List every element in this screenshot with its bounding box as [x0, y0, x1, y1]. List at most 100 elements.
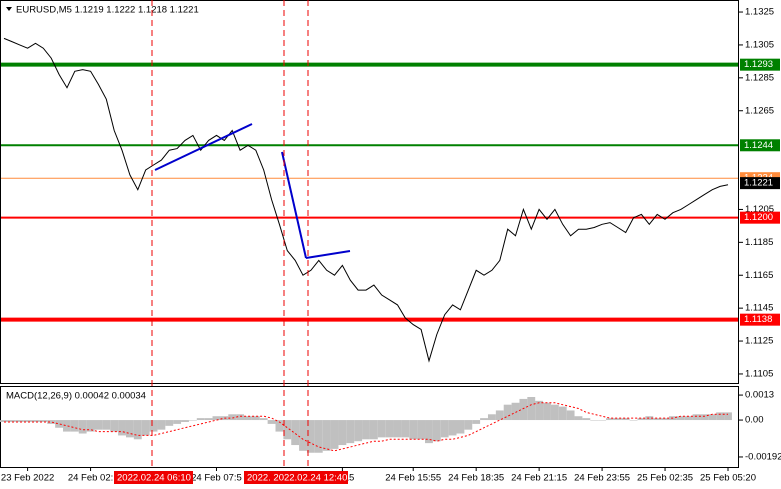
macd-bar — [267, 420, 276, 424]
y-tick-label: 1.1265 — [745, 105, 774, 116]
macd-bar — [157, 420, 166, 430]
time-marker: 2022.02.24 06:10 — [117, 473, 191, 484]
macd-bar — [409, 420, 418, 440]
macd-bar — [700, 414, 709, 421]
macd-bar — [543, 402, 551, 421]
x-tick-label: 24 Feb 23:55 — [574, 473, 630, 484]
macd-bar — [330, 420, 339, 449]
macd-bar — [0, 420, 8, 422]
x-tick-label: 24 Feb 18:35 — [448, 473, 504, 484]
y-tick-label: 1.1105 — [745, 368, 773, 379]
macd-bar — [527, 396, 536, 421]
macd-bar — [354, 420, 363, 442]
macd-bar — [228, 414, 237, 421]
macd-bar — [401, 420, 410, 438]
macd-bar — [661, 418, 669, 421]
macd-bar — [306, 420, 315, 453]
macd-bar — [291, 420, 300, 446]
last-price-box — [740, 177, 780, 190]
macd-bar — [653, 418, 662, 421]
macd-bar — [125, 420, 134, 438]
macd-bar — [621, 418, 630, 421]
macd-bar — [165, 420, 174, 426]
macd-bar — [535, 400, 544, 421]
macd-bar — [31, 420, 40, 422]
x-tick-label: 23 Feb 2022 — [1, 473, 54, 484]
macd-bar — [173, 420, 182, 424]
x-tick-label: 24 Feb 02: — [68, 473, 113, 484]
macd-bar — [472, 420, 481, 424]
session-lines — [151, 0, 309, 470]
macd-bar — [15, 420, 24, 422]
macd-bar — [63, 420, 71, 432]
macd-bar — [196, 418, 205, 421]
macd-bar — [503, 404, 512, 421]
macd-bar — [440, 420, 449, 438]
macd-bar — [676, 416, 685, 421]
macd-bar — [425, 420, 433, 444]
macd-bar — [346, 420, 355, 444]
macd-bar — [299, 420, 307, 451]
macd-bar — [448, 420, 457, 436]
macd-bar — [94, 420, 103, 430]
macd-bar — [70, 420, 79, 432]
price-frame — [0, 0, 739, 384]
macd-bar — [558, 406, 567, 421]
macd-bar — [212, 416, 221, 421]
macd-bar — [118, 420, 126, 436]
macd-bar — [487, 414, 496, 421]
y-tick-label: 0.0013 — [745, 390, 774, 401]
macd-bar — [645, 416, 654, 421]
macd-bar — [574, 416, 583, 421]
y-tick-label: 1.1125 — [745, 336, 773, 347]
macd-bar — [724, 412, 732, 421]
macd-bar — [456, 420, 465, 434]
macd-frame — [0, 386, 739, 468]
price-line — [3, 37, 729, 363]
macd-bar — [86, 420, 95, 432]
macd-bar — [480, 418, 488, 421]
x-tick-label: 24 Feb 21:15 — [511, 473, 567, 484]
level-label-box — [740, 58, 780, 71]
macd-bar — [377, 420, 386, 438]
macd-bar — [102, 420, 111, 430]
menu-arrow — [6, 7, 12, 11]
last-price: 1.1221 — [744, 178, 773, 189]
level-label-box — [740, 211, 780, 224]
macd-bar — [141, 420, 150, 436]
macd-bar — [55, 420, 64, 428]
signal-line — [4, 402, 728, 452]
level-label: 1.1200 — [744, 212, 773, 223]
macd-bar — [7, 420, 16, 422]
y-tick-label: 1.1285 — [745, 72, 774, 83]
macd-bar — [188, 420, 197, 421]
macd-bar — [39, 420, 48, 422]
macd-title: MACD(12,26,9) 0.00042 0.00034 — [6, 391, 146, 402]
trend-line — [154, 123, 253, 171]
macd-bar — [314, 420, 323, 453]
y-tick-label: 1.1165 — [745, 270, 773, 281]
macd-bar — [432, 420, 441, 442]
macd-bar — [684, 416, 693, 421]
macd-bar — [637, 418, 646, 421]
macd-bar — [417, 420, 426, 440]
macd-bar — [23, 420, 32, 422]
macd-bar — [275, 420, 284, 432]
macd-bar — [110, 420, 119, 432]
y-tick-label: 1.1325 — [745, 7, 774, 18]
macd-bar — [511, 402, 520, 421]
macd-bar — [283, 420, 292, 440]
macd-bar — [598, 420, 607, 421]
macd-bar — [708, 414, 717, 421]
x-tick-label: 24 Feb 07:5 — [191, 473, 242, 484]
time-marker-box — [114, 471, 193, 484]
y-tick-label: -0.00192 — [745, 451, 781, 462]
trend-line — [305, 250, 351, 259]
y-tick-label: 1.1145 — [745, 303, 773, 314]
macd-bar — [78, 420, 87, 434]
macd-bar — [582, 418, 591, 421]
macd-bar — [606, 418, 614, 421]
macd-bar — [204, 418, 213, 421]
macd-bar — [322, 420, 331, 451]
